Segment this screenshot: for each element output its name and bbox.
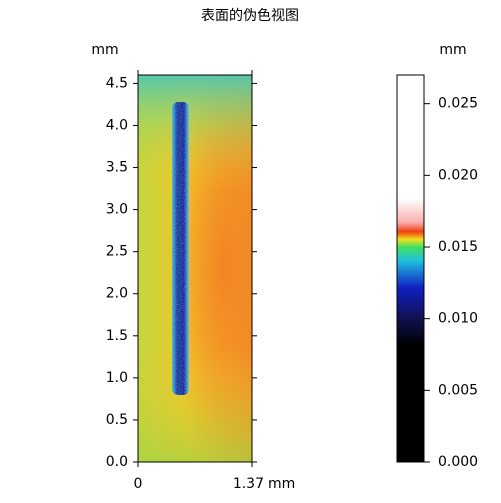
- colorbar-tick-label: 0.010: [438, 311, 478, 327]
- plot-frame: [137, 74, 253, 463]
- chart-title: 表面的伪色视图: [201, 7, 299, 24]
- x-tick-label: 0: [134, 476, 143, 492]
- colorbar-tick-label: 0.015: [438, 239, 478, 255]
- y-tick-label: 4.5: [106, 75, 128, 91]
- x-axis-label: mm: [268, 476, 295, 492]
- y-axis-label: mm: [91, 42, 118, 58]
- y-tick-label: 1.0: [106, 370, 128, 386]
- colorbar-tick-label: 0.025: [438, 96, 478, 112]
- y-tick-label: 3.5: [106, 160, 128, 176]
- y-tick-label: 1.5: [106, 328, 128, 344]
- y-tick-label: 3.0: [106, 202, 128, 218]
- colorbar: [396, 74, 425, 463]
- colorbar-tick-label: 0.005: [438, 382, 478, 398]
- x-tick-label: 1.37: [233, 476, 264, 492]
- y-tick-label: 2.0: [106, 286, 128, 302]
- y-tick-label: 2.5: [106, 244, 128, 260]
- y-tick-label: 4.0: [106, 117, 128, 133]
- colorbar-label: mm: [439, 42, 466, 58]
- y-tick-label: 0.5: [106, 412, 128, 428]
- colorbar-tick-label: 0.020: [438, 167, 478, 183]
- y-tick-label: 0.0: [106, 454, 128, 470]
- surface-image: [138, 75, 252, 462]
- colorbar-tick-label: 0.000: [438, 454, 478, 470]
